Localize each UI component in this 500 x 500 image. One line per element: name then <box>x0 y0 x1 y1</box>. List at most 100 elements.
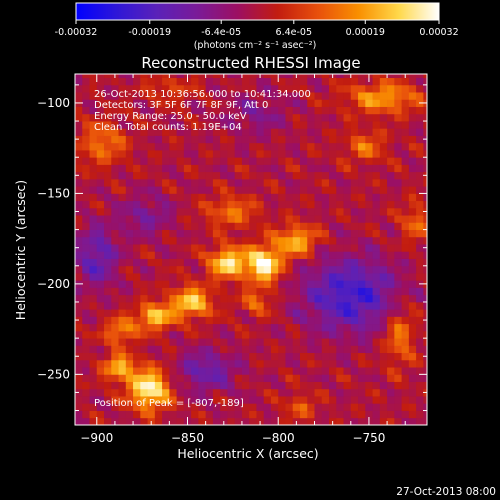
heatmap-cell <box>220 171 228 180</box>
heatmap-cell <box>75 113 83 122</box>
heatmap-cell <box>263 323 272 332</box>
heatmap-cell <box>82 113 90 122</box>
heatmap-cell <box>169 92 178 100</box>
heatmap-cell <box>299 157 308 165</box>
heatmap-cell <box>212 222 221 230</box>
heatmap-cell <box>111 359 119 368</box>
heatmap-cell <box>256 128 265 136</box>
heatmap-cell <box>416 345 424 354</box>
heatmap-cell <box>162 330 170 339</box>
heatmap-cell <box>329 222 337 230</box>
heatmap-cell <box>198 222 207 230</box>
heatmap-cell <box>220 294 228 303</box>
heatmap-cell <box>89 265 98 274</box>
heatmap-cell <box>89 92 98 100</box>
heatmap-cell <box>285 330 294 339</box>
heatmap-cell <box>299 171 308 180</box>
heatmap-cell <box>336 273 344 281</box>
heatmap-cell <box>212 301 221 310</box>
heatmap-cell <box>314 265 323 274</box>
heatmap-cell <box>358 164 366 173</box>
heatmap-cell <box>387 265 395 274</box>
heatmap-cell <box>329 359 337 368</box>
heatmap-cell <box>401 193 410 202</box>
heatmap-cell <box>82 99 90 107</box>
heatmap-cell <box>212 74 221 79</box>
heatmap-cell <box>263 258 272 267</box>
heatmap-cell <box>365 186 373 194</box>
heatmap-cell <box>183 222 192 230</box>
heatmap-cell <box>147 359 156 368</box>
heatmap-cell <box>147 113 156 122</box>
heatmap-cell <box>372 74 381 79</box>
heatmap-cell <box>321 77 330 86</box>
heatmap-cell <box>82 265 90 274</box>
heatmap-cell <box>321 359 330 368</box>
heatmap-cell <box>256 178 265 187</box>
heatmap-cell <box>147 287 156 296</box>
heatmap-cell <box>350 222 359 230</box>
heatmap-cell <box>401 178 410 187</box>
heatmap-cell <box>205 121 214 129</box>
heatmap-cell <box>314 367 323 375</box>
heatmap-cell <box>379 84 388 93</box>
heatmap-cell <box>358 215 366 223</box>
heatmap-cell <box>379 92 388 100</box>
heatmap-cell <box>379 121 388 129</box>
heatmap-cell <box>234 236 243 245</box>
heatmap-cell <box>82 121 90 129</box>
heatmap-cell <box>387 74 395 79</box>
heatmap-cell <box>256 149 265 158</box>
heatmap-cell <box>241 287 250 296</box>
heatmap-cell <box>205 74 214 79</box>
heatmap-cell <box>162 265 170 274</box>
heatmap-cell <box>394 287 402 296</box>
heatmap-cell <box>104 301 112 310</box>
heatmap-cell <box>278 280 286 288</box>
heatmap-cell <box>329 410 337 419</box>
heatmap-cell <box>263 309 272 317</box>
heatmap-cell <box>227 164 236 173</box>
heatmap-cell <box>379 309 388 317</box>
heatmap-cell <box>343 359 352 368</box>
heatmap-cell <box>191 74 199 79</box>
heatmap-cell <box>82 330 90 339</box>
heatmap-cell <box>205 92 214 100</box>
heatmap-cell <box>82 345 90 354</box>
heatmap-cell <box>241 171 250 180</box>
heatmap-cell <box>350 316 359 325</box>
heatmap-cell <box>336 99 344 107</box>
heatmap-cell <box>234 74 243 79</box>
heatmap-cell <box>270 121 279 129</box>
heatmap-cell <box>118 149 127 158</box>
heatmap-cell <box>343 410 352 419</box>
heatmap-cell <box>212 258 221 267</box>
heatmap-cell <box>329 106 337 115</box>
heatmap-cell <box>263 294 272 303</box>
heatmap-cell <box>125 135 134 144</box>
heatmap-cell <box>314 229 323 238</box>
heatmap-cell <box>270 236 279 245</box>
heatmap-cell <box>416 294 424 303</box>
heatmap-cell <box>321 352 330 361</box>
heatmap-cell <box>423 84 427 93</box>
heatmap-cell <box>394 396 402 404</box>
heatmap-cell <box>350 410 359 419</box>
heatmap-cell <box>365 164 373 173</box>
heatmap-cell <box>394 193 402 202</box>
heatmap-cell <box>183 294 192 303</box>
heatmap-cell <box>241 367 250 375</box>
heatmap-cell <box>336 193 344 202</box>
heatmap-cell <box>372 388 381 397</box>
heatmap-cell <box>329 381 337 390</box>
heatmap-cell <box>285 396 294 404</box>
heatmap-cell <box>198 84 207 93</box>
heatmap-cell <box>198 200 207 209</box>
heatmap-cell <box>191 99 199 107</box>
heatmap-cell <box>176 164 185 173</box>
heatmap-cell <box>241 316 250 325</box>
heatmap-cell <box>336 135 344 144</box>
heatmap-cell <box>329 251 337 259</box>
heatmap-cell <box>416 309 424 317</box>
heatmap-cell <box>220 265 228 274</box>
